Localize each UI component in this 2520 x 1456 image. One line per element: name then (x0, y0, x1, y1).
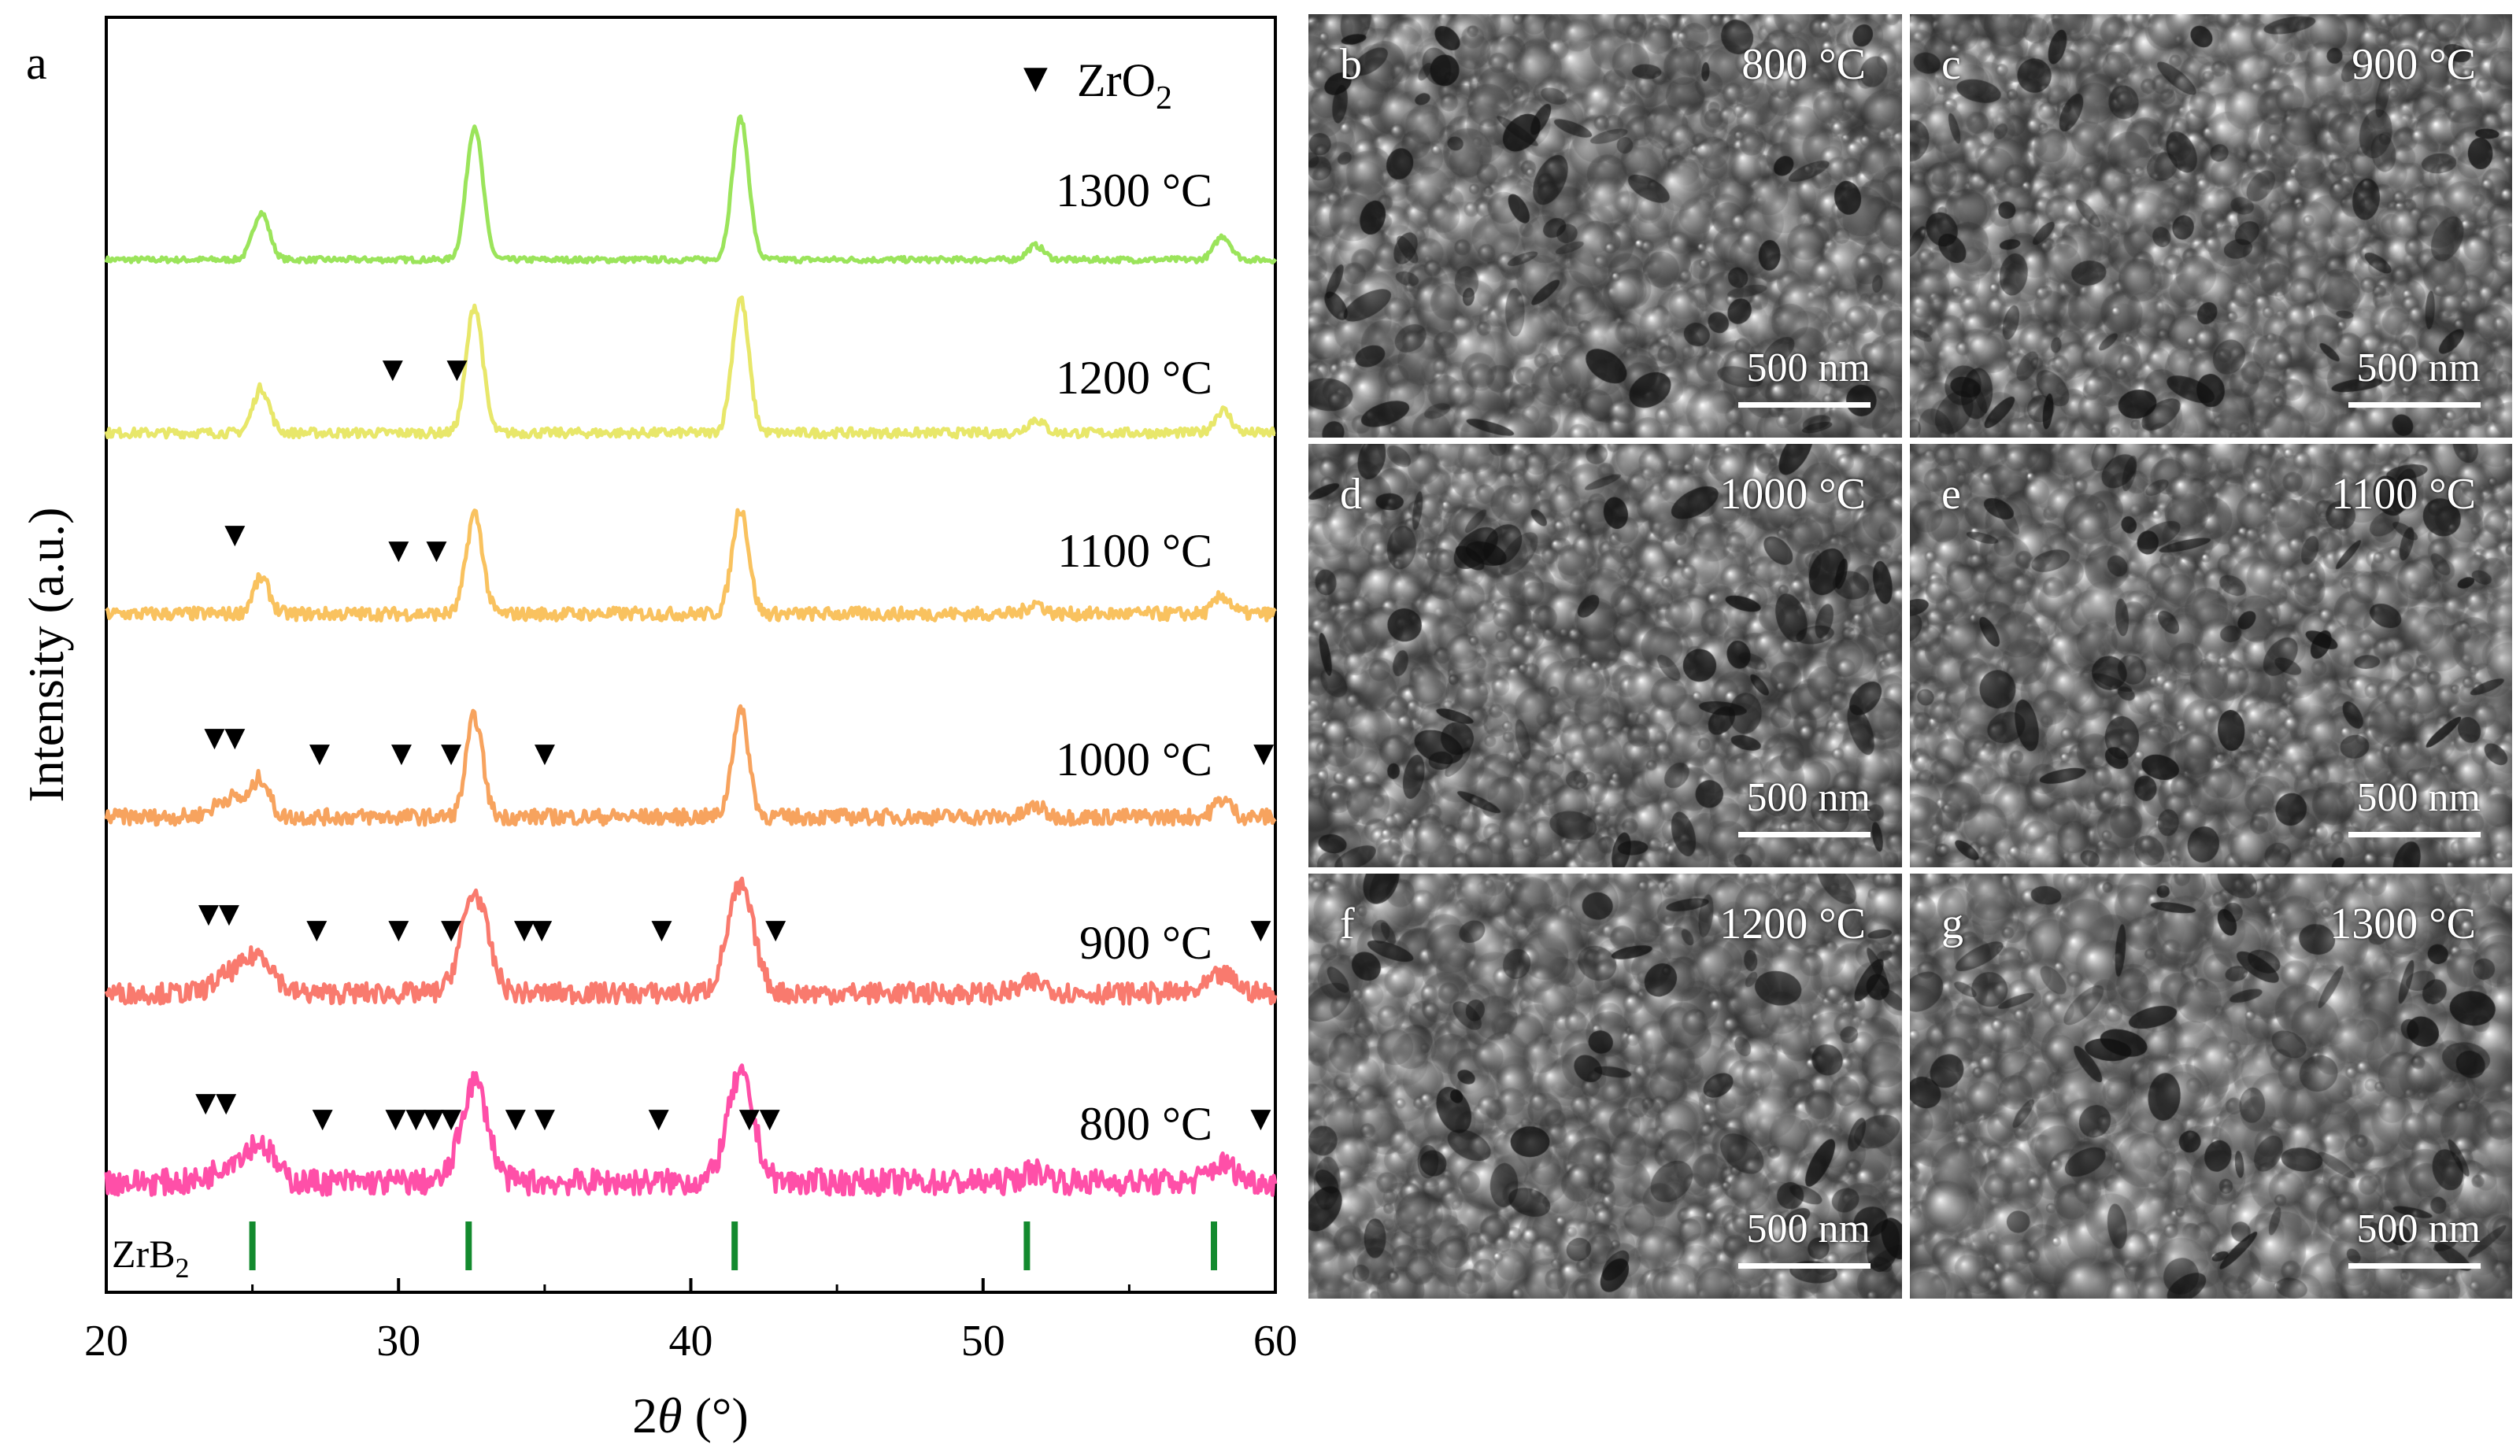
zro2-marker: ▼ (388, 914, 409, 945)
zro2-marker: ▼ (1250, 1103, 1271, 1134)
zro2-marker: ▼ (309, 737, 331, 769)
xrd-trace-0 (104, 114, 1278, 265)
xrd-trace-4 (104, 876, 1278, 1006)
sem-panel-letter: c (1941, 40, 1961, 89)
sem-micrograph-image (1910, 874, 2512, 1299)
zro2-marker: ▼ (446, 353, 468, 385)
sem-temperature-label: 1300 °C (2329, 900, 2476, 948)
sem-panel-c: c 900 °C 500 nm (1910, 14, 2512, 438)
sem-temperature-label: 800 °C (1741, 40, 1866, 89)
zro2-marker: ▼ (388, 534, 409, 566)
sem-temperature-label: 1100 °C (2331, 470, 2476, 519)
zro2-marker: ▼ (739, 1103, 760, 1134)
xrd-trace-5 (104, 1063, 1278, 1197)
zro2-marker: ▼ (535, 737, 556, 769)
zro2-marker: ▼ (531, 914, 553, 945)
zro2-marker: ▼ (424, 1103, 445, 1134)
xrd-trace-2 (105, 508, 1277, 623)
sem-panel-letter: b (1340, 40, 1362, 89)
scale-bar (2348, 832, 2481, 837)
zro2-marker: ▼ (426, 534, 447, 566)
zro2-marker: ▼ (216, 1087, 237, 1118)
zro2-marker: ▼ (204, 722, 225, 753)
xrd-trace-3 (104, 704, 1277, 827)
sem-panel-letter: e (1941, 470, 1961, 519)
scale-bar-label: 500 nm (1746, 775, 1871, 820)
zro2-marker: ▼ (514, 914, 535, 945)
zro2-marker: ▼ (383, 353, 404, 385)
sem-panel-g: g 1300 °C 500 nm (1910, 874, 2512, 1299)
x-tick-label: 40 (669, 1317, 713, 1365)
sem-micrograph-image (1910, 14, 2512, 438)
zro2-marker: ▼ (306, 914, 327, 945)
zro2-marker: ▼ (765, 914, 786, 945)
sem-panel-letter: f (1340, 900, 1355, 948)
sem-micrograph-image (1308, 874, 1902, 1299)
scale-bar (1738, 402, 1871, 408)
scale-bar-label: 500 nm (2356, 1207, 2481, 1251)
zro2-marker: ▼ (1253, 737, 1275, 769)
zro2-marker: ▼ (219, 898, 240, 929)
zro2-marker: ▼ (224, 519, 246, 550)
reference-label: ZrB2 (112, 1232, 190, 1284)
zro2-marker: ▼ (535, 1103, 556, 1134)
zro2-marker: ▼ (760, 1103, 781, 1134)
x-tick-label: 30 (376, 1317, 420, 1365)
zro2-marker: ▼ (441, 737, 462, 769)
panel-label-a: a (26, 37, 47, 89)
sem-micrograph-image (1308, 444, 1902, 867)
y-axis-label: Intensity (a.u.) (18, 508, 74, 803)
zro2-marker: ▼ (224, 722, 246, 753)
scale-bar-label: 500 nm (2356, 346, 2481, 390)
zro2-marker: ▼ (649, 1103, 670, 1134)
zro2-marker: ▼ (405, 1103, 427, 1134)
zro2-marker: ▼ (505, 1103, 527, 1134)
zro2-marker: ▼ (1250, 914, 1271, 945)
sem-micrograph-image (1308, 14, 1902, 438)
sem-temperature-label: 1200 °C (1719, 900, 1866, 948)
x-axis-label: 2θ (°) (632, 1388, 749, 1443)
trace-temperature-label: 1000 °C (1056, 734, 1212, 785)
zro2-marker: ▼ (195, 1087, 216, 1118)
scale-bar (2348, 1263, 2481, 1269)
scale-bar-label: 500 nm (1746, 346, 1871, 390)
x-tick-label: 50 (961, 1317, 1005, 1365)
trace-temperature-label: 1300 °C (1056, 164, 1212, 216)
zro2-marker: ▼ (313, 1103, 334, 1134)
sem-panel-letter: d (1340, 470, 1362, 519)
trace-temperature-label: 1200 °C (1056, 352, 1212, 404)
sem-panel-f: f 1200 °C 500 nm (1308, 874, 1902, 1299)
scale-bar (1738, 1263, 1871, 1269)
x-tick-label: 20 (84, 1317, 128, 1365)
scale-bar-label: 500 nm (2356, 775, 2481, 820)
zro2-marker: ▼ (391, 737, 413, 769)
sem-temperature-label: 1000 °C (1719, 470, 1866, 519)
scale-bar (1738, 832, 1871, 837)
legend-marker: ▼ (1023, 60, 1048, 96)
trace-temperature-label: 1100 °C (1057, 525, 1212, 577)
trace-temperature-label: 900 °C (1079, 917, 1212, 969)
sem-panel-e: e 1100 °C 500 nm (1910, 444, 2512, 867)
xrd-trace-1 (104, 295, 1276, 440)
sem-panel-letter: g (1941, 900, 1963, 948)
zro2-marker: ▼ (651, 914, 672, 945)
zro2-marker: ▼ (385, 1103, 406, 1134)
sem-panel-d: d 1000 °C 500 nm (1308, 444, 1902, 867)
x-tick-label: 60 (1253, 1317, 1297, 1365)
sem-temperature-label: 900 °C (2352, 40, 2476, 89)
zro2-marker: ▼ (441, 914, 462, 945)
zro2-marker: ▼ (198, 898, 220, 929)
trace-temperature-label: 800 °C (1079, 1098, 1212, 1150)
zro2-marker: ▼ (441, 1103, 462, 1134)
sem-panel-b: b 800 °C 500 nm (1308, 14, 1902, 438)
scale-bar (2348, 402, 2481, 408)
sem-micrograph-image (1910, 444, 2512, 867)
legend-label: ZrO2 (1077, 54, 1172, 116)
scale-bar-label: 500 nm (1746, 1207, 1871, 1251)
xrd-chart: ▼ ▼▼ ▼ ▼▼ ▼ ▼ ▼ ▼ ▼ ▼▼ ▼ ▼ ▼ ▼ ▼▼ ▼ ▼ ▼▼ ▼ ▼ ▼ ▼▼▼ ▼ ▼ ▼ ▼ ▼ ▼ 1300… (18, 16, 1297, 1443)
